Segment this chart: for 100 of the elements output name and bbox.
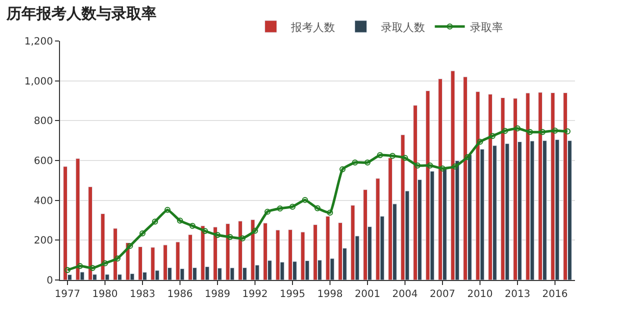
point bbox=[114, 255, 120, 262]
bar bbox=[288, 229, 293, 280]
bar bbox=[450, 70, 456, 280]
point bbox=[477, 138, 483, 145]
bar bbox=[138, 246, 143, 280]
point bbox=[227, 234, 233, 240]
point bbox=[327, 210, 333, 216]
point bbox=[390, 152, 396, 159]
point bbox=[140, 230, 146, 236]
point bbox=[552, 128, 558, 134]
bar bbox=[388, 158, 393, 280]
point bbox=[264, 208, 270, 215]
point bbox=[177, 218, 183, 224]
y-tick-label: 800 bbox=[34, 116, 53, 128]
point bbox=[364, 159, 370, 166]
x-tick-label: 1983 bbox=[130, 289, 156, 300]
bar bbox=[100, 213, 106, 280]
bar bbox=[76, 158, 80, 280]
bar bbox=[426, 90, 430, 280]
bar bbox=[376, 178, 380, 280]
bar bbox=[326, 216, 330, 280]
y-tick-label: 0 bbox=[46, 276, 53, 286]
point bbox=[352, 159, 358, 166]
y-tick-label: 1,000 bbox=[24, 76, 53, 88]
point bbox=[514, 125, 520, 132]
legend-label: 录取率 bbox=[470, 20, 503, 34]
point bbox=[277, 206, 283, 212]
point bbox=[252, 228, 258, 234]
point bbox=[377, 152, 383, 158]
bar bbox=[488, 94, 493, 280]
bar bbox=[438, 78, 443, 280]
point bbox=[64, 267, 70, 274]
bar bbox=[213, 226, 218, 280]
bar bbox=[250, 219, 256, 280]
x-tick-label: 2016 bbox=[542, 289, 568, 300]
x-tick-label: 1977 bbox=[54, 289, 80, 300]
bar bbox=[238, 220, 243, 280]
x-tick-label: 1998 bbox=[317, 289, 343, 300]
y-tick-label: 600 bbox=[34, 156, 53, 167]
x-tick-label: 1980 bbox=[92, 289, 118, 300]
bar bbox=[176, 242, 180, 280]
bar bbox=[163, 244, 168, 280]
x-tick-label: 1995 bbox=[280, 289, 306, 300]
bar bbox=[63, 166, 68, 280]
x-tick-label: 1986 bbox=[167, 289, 193, 300]
point bbox=[427, 162, 433, 168]
point bbox=[290, 204, 296, 210]
point bbox=[90, 265, 96, 272]
x-tick-label: 1992 bbox=[242, 289, 268, 300]
point bbox=[77, 263, 83, 270]
point bbox=[490, 133, 496, 139]
bar bbox=[563, 92, 568, 280]
point bbox=[452, 163, 458, 170]
bar bbox=[338, 222, 343, 280]
point bbox=[340, 166, 346, 172]
y-tick-label: 200 bbox=[34, 236, 53, 247]
bar bbox=[363, 189, 368, 280]
point bbox=[414, 162, 420, 168]
point bbox=[214, 232, 220, 238]
bar bbox=[150, 247, 156, 280]
bar bbox=[226, 223, 230, 280]
bar bbox=[513, 98, 518, 280]
bar bbox=[113, 228, 118, 280]
bar bbox=[188, 234, 193, 280]
bar bbox=[550, 92, 556, 280]
bar bbox=[400, 134, 406, 280]
x-tick-label: 2001 bbox=[354, 289, 380, 300]
bar bbox=[350, 205, 356, 280]
point bbox=[314, 205, 320, 212]
bar bbox=[476, 91, 480, 280]
bar bbox=[88, 186, 93, 280]
point bbox=[527, 129, 533, 136]
bar bbox=[413, 105, 418, 280]
point bbox=[152, 218, 158, 225]
bar bbox=[538, 92, 543, 280]
x-tick-label: 2013 bbox=[504, 289, 530, 300]
x-tick-label: 1989 bbox=[204, 289, 230, 300]
point bbox=[202, 228, 208, 234]
y-tick-label: 1,200 bbox=[24, 36, 53, 48]
bar bbox=[300, 232, 306, 280]
bar bbox=[313, 224, 318, 280]
chart-title: 历年报考人数与录取率 bbox=[5, 4, 156, 22]
point bbox=[464, 154, 470, 160]
y-tick-label: 400 bbox=[34, 196, 53, 207]
point bbox=[502, 128, 508, 134]
point bbox=[564, 128, 570, 134]
point bbox=[240, 235, 246, 242]
bar bbox=[263, 222, 268, 280]
bar bbox=[526, 92, 530, 280]
bar bbox=[500, 98, 506, 280]
x-tick-label: 2004 bbox=[392, 289, 418, 300]
point bbox=[402, 154, 408, 161]
legend-label: 录取人数 bbox=[380, 20, 425, 34]
x-tick-label: 2010 bbox=[467, 289, 493, 300]
bar bbox=[200, 226, 206, 280]
point bbox=[302, 196, 308, 203]
bar bbox=[463, 76, 468, 280]
point bbox=[164, 206, 170, 213]
point bbox=[127, 242, 133, 249]
bar bbox=[276, 230, 280, 280]
